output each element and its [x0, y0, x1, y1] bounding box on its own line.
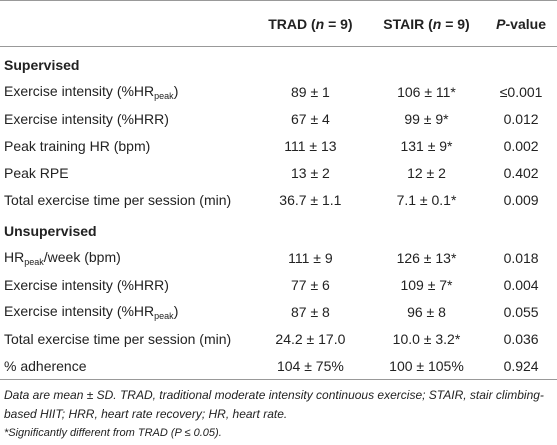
text-part: STAIR ( — [383, 15, 433, 32]
row-label: Exercise intensity (%HRpeak) — [0, 78, 253, 105]
row-label: Exercise intensity (%HRR) — [0, 105, 253, 132]
text-part-em: peak — [154, 310, 174, 321]
data-row: Total exercise time per session (min) 36.… — [0, 186, 557, 213]
cell: 87 ± 8 — [290, 303, 330, 320]
text: % adherence — [4, 357, 87, 374]
data-row: Total exercise time per session (min) 24.… — [0, 325, 557, 352]
cell: 109 ± 7* — [400, 276, 453, 293]
data-row: Exercise intensity (%HRpeak) 89 ± 1 106 ± … — [0, 78, 557, 105]
cell: 89 ± 1 — [290, 83, 330, 100]
data-row: Peak RPE 13 ± 2 12 ± 2 0.402 — [0, 159, 557, 186]
cell: 99 ± 9* — [404, 110, 449, 127]
section-title: Supervised — [4, 56, 80, 73]
header-cell: TRAD (n = 9) — [253, 0, 368, 47]
header-cell: P-value — [485, 0, 557, 47]
data-row: % adherence 104 ± 75% 100 ± 105% 0.924 — [0, 352, 557, 380]
data-row: Exercise intensity (%HRR) 67 ± 4 99 ± 9* 0.… — [0, 105, 557, 132]
text-part: = 9) — [441, 15, 470, 32]
header-cell — [0, 0, 253, 47]
cell: 0.402 — [503, 164, 539, 181]
text-part: ) — [173, 302, 179, 319]
data-row: Exercise intensity (%HRR) 77 ± 6 109 ± 7* 0… — [0, 271, 557, 298]
footnote: Data are mean ± SD. TRAD, traditional mo… — [4, 388, 544, 421]
section-row: Supervised — [0, 47, 557, 79]
text: Total exercise time per session (min) — [4, 330, 232, 347]
text-part: Exercise intensity (%HR — [4, 302, 155, 319]
text-part: ) — [173, 82, 179, 99]
cell: 100 ± 105% — [367, 352, 486, 380]
text: Exercise intensity (%HRR) — [4, 276, 169, 293]
section-row: Unsupervised — [0, 213, 557, 244]
data-row: Exercise intensity (%HRpeak) 87 ± 8 96 ± 8… — [0, 298, 557, 325]
header-cell: STAIR (n = 9) — [367, 0, 486, 47]
text-part-em: peak — [154, 90, 174, 101]
row-label: Exercise intensity (%HRR) — [0, 271, 253, 298]
text-part: = 9) — [324, 15, 353, 32]
data-row: Peak training HR (bpm) 111 ± 13 131 ± 9* 0.… — [0, 132, 557, 159]
text-part: -value — [505, 15, 546, 32]
cell: 0.055 — [503, 303, 539, 320]
cell: 0.924 — [485, 352, 557, 380]
row-label: Exercise intensity (%HRpeak) — [0, 298, 253, 325]
text-part-em: P — [496, 15, 506, 32]
text-part: /week (bpm) — [43, 248, 121, 265]
cell: 126 ± 13* — [396, 249, 457, 266]
cell: 0.004 — [503, 276, 539, 293]
cell: 67 ± 4 — [290, 110, 330, 127]
cell: ≤0.001 — [499, 83, 543, 100]
row-label: Total exercise time per session (min) — [0, 325, 253, 352]
cell: 131 ± 9* — [400, 137, 453, 154]
table-body: Supervised Exercise intensity (%HRpeak) 89… — [0, 47, 557, 380]
cell: 36.7 ± 1.1 — [279, 191, 342, 208]
cell: 24.2 ± 17.0 — [275, 330, 346, 347]
cell: 0.012 — [503, 110, 539, 127]
text-part-em: n — [315, 15, 325, 32]
cell: 111 ± 13 — [284, 137, 337, 154]
text-part: Exercise intensity (%HR — [4, 82, 155, 99]
cell: 77 ± 6 — [290, 276, 330, 293]
row-label: Peak RPE — [0, 159, 253, 186]
cell: 0.036 — [503, 330, 539, 347]
text: Exercise intensity (%HRR) — [4, 110, 169, 127]
row-label: HRpeak/week (bpm) — [0, 244, 253, 271]
text-part-em: n — [432, 15, 442, 32]
cell: 0.009 — [503, 191, 539, 208]
cell: 111 ± 9 — [288, 249, 333, 266]
cell: 7.1 ± 0.1* — [396, 191, 457, 208]
text-part: HR — [4, 248, 25, 265]
text-part: TRAD ( — [268, 15, 316, 32]
header-row: TRAD (n = 9) STAIR (n = 9) P-value — [0, 0, 557, 47]
row-label: Peak training HR (bpm) — [0, 132, 253, 159]
cell: 106 ± 11* — [397, 83, 456, 100]
cell: 0.018 — [503, 249, 539, 266]
footnote: *Significantly different from TRAD (P ≤ … — [4, 427, 222, 439]
row-label: % adherence — [0, 352, 253, 380]
data-row: HRpeak/week (bpm) 111 ± 9 126 ± 13* 0.018 — [0, 244, 557, 271]
row-label: Total exercise time per session (min) — [0, 186, 253, 213]
cell: 10.0 ± 3.2* — [392, 330, 461, 347]
data-table: TRAD (n = 9) STAIR (n = 9) P-value Supervi… — [0, 0, 557, 380]
cell: 13 ± 2 — [290, 164, 330, 181]
text: Peak training HR (bpm) — [4, 137, 151, 154]
section-title: Unsupervised — [4, 222, 97, 239]
cell: 96 ± 8 — [407, 303, 446, 320]
text-part-em: peak — [24, 256, 44, 267]
footnotes: Data are mean ± SD. TRAD, traditional mo… — [0, 380, 557, 443]
cell: 104 ± 75% — [253, 352, 368, 380]
cell: 12 ± 2 — [407, 164, 446, 181]
text: Total exercise time per session (min) — [4, 191, 232, 208]
cell: 0.002 — [503, 137, 539, 154]
text: Peak RPE — [4, 164, 69, 181]
